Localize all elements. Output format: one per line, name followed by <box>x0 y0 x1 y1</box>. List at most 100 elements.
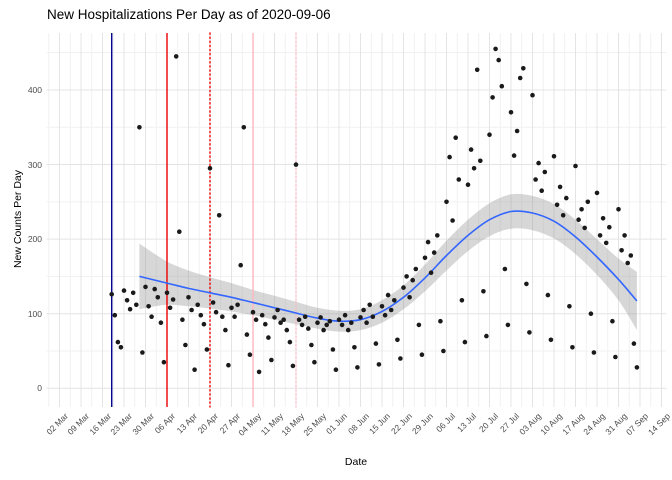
data-point <box>603 240 609 246</box>
data-point <box>137 125 142 130</box>
data-point <box>112 312 118 318</box>
data-point <box>134 302 139 308</box>
data-point <box>481 289 486 294</box>
x-axis-title: Date <box>344 456 368 468</box>
data-point <box>296 317 302 323</box>
data-point <box>256 369 262 375</box>
data-point <box>201 321 207 327</box>
data-point <box>471 166 477 171</box>
data-point <box>634 365 640 370</box>
data-point <box>349 320 354 326</box>
data-point <box>459 298 465 303</box>
data-point <box>238 262 243 268</box>
data-point <box>616 207 621 212</box>
data-point <box>441 348 446 354</box>
data-point <box>407 295 412 300</box>
data-point <box>395 337 400 343</box>
data-point <box>591 350 597 355</box>
data-point <box>533 177 538 182</box>
data-point <box>573 163 578 169</box>
data-point <box>336 317 342 323</box>
data-point <box>490 95 495 100</box>
data-point <box>539 188 544 193</box>
data-point <box>505 322 511 328</box>
data-point <box>330 347 336 352</box>
data-point <box>560 213 566 218</box>
data-point <box>146 304 151 309</box>
data-point <box>333 367 339 373</box>
data-point <box>388 307 394 313</box>
data-point <box>425 239 431 245</box>
data-point <box>364 320 369 326</box>
data-point <box>244 332 250 337</box>
data-point <box>542 169 548 175</box>
data-point <box>484 333 489 339</box>
data-point <box>164 290 170 296</box>
data-point <box>216 213 222 218</box>
data-point <box>352 345 357 350</box>
data-point <box>229 305 234 311</box>
data-point <box>143 284 148 290</box>
data-point <box>613 354 618 360</box>
data-point <box>302 314 308 320</box>
data-point <box>315 320 320 326</box>
data-point <box>370 314 376 320</box>
data-point <box>155 295 161 300</box>
data-point <box>474 67 480 73</box>
data-point <box>493 46 498 52</box>
data-point <box>536 160 541 166</box>
data-point <box>582 225 587 231</box>
data-point <box>293 162 299 167</box>
data-point <box>462 339 468 345</box>
data-point <box>183 342 188 348</box>
data-point <box>140 350 145 355</box>
data-point <box>453 135 459 140</box>
data-point <box>487 132 492 137</box>
data-point <box>530 92 535 98</box>
data-point <box>379 304 385 309</box>
data-point <box>551 154 557 159</box>
data-point <box>195 302 200 308</box>
y-tick-label: 300 <box>27 159 42 170</box>
data-point <box>444 199 449 205</box>
data-point <box>204 347 210 352</box>
data-point <box>235 302 240 308</box>
data-point <box>404 274 409 279</box>
data-point <box>422 255 428 261</box>
data-point <box>579 207 584 212</box>
data-point <box>281 317 287 323</box>
data-point <box>355 365 360 370</box>
data-point <box>312 359 317 365</box>
data-point <box>570 345 575 350</box>
confidence-ribbon <box>139 193 637 332</box>
data-point <box>121 288 127 293</box>
data-point <box>180 317 185 323</box>
data-point <box>306 326 311 331</box>
y-tick-label: 200 <box>27 234 42 245</box>
y-tick-label: 100 <box>27 308 42 319</box>
data-point <box>502 266 508 272</box>
data-point <box>327 318 333 324</box>
data-point <box>278 320 283 326</box>
data-point <box>600 216 606 221</box>
y-tick-label: 400 <box>27 84 42 95</box>
data-point <box>511 153 517 158</box>
data-point <box>226 362 231 368</box>
data-point <box>253 317 259 323</box>
data-point <box>318 315 323 320</box>
data-point <box>610 318 615 324</box>
data-point <box>465 182 471 187</box>
data-point <box>207 166 213 171</box>
data-point <box>210 300 216 305</box>
data-point <box>115 339 121 345</box>
data-point <box>398 356 403 361</box>
data-point <box>413 266 419 272</box>
data-point <box>431 250 437 255</box>
data-point <box>619 248 624 253</box>
data-point <box>456 177 462 182</box>
y-tick-label: 0 <box>37 383 42 394</box>
data-point <box>272 315 277 320</box>
chart-title: New Hospitalizations Per Day as of 2020-… <box>47 7 331 22</box>
